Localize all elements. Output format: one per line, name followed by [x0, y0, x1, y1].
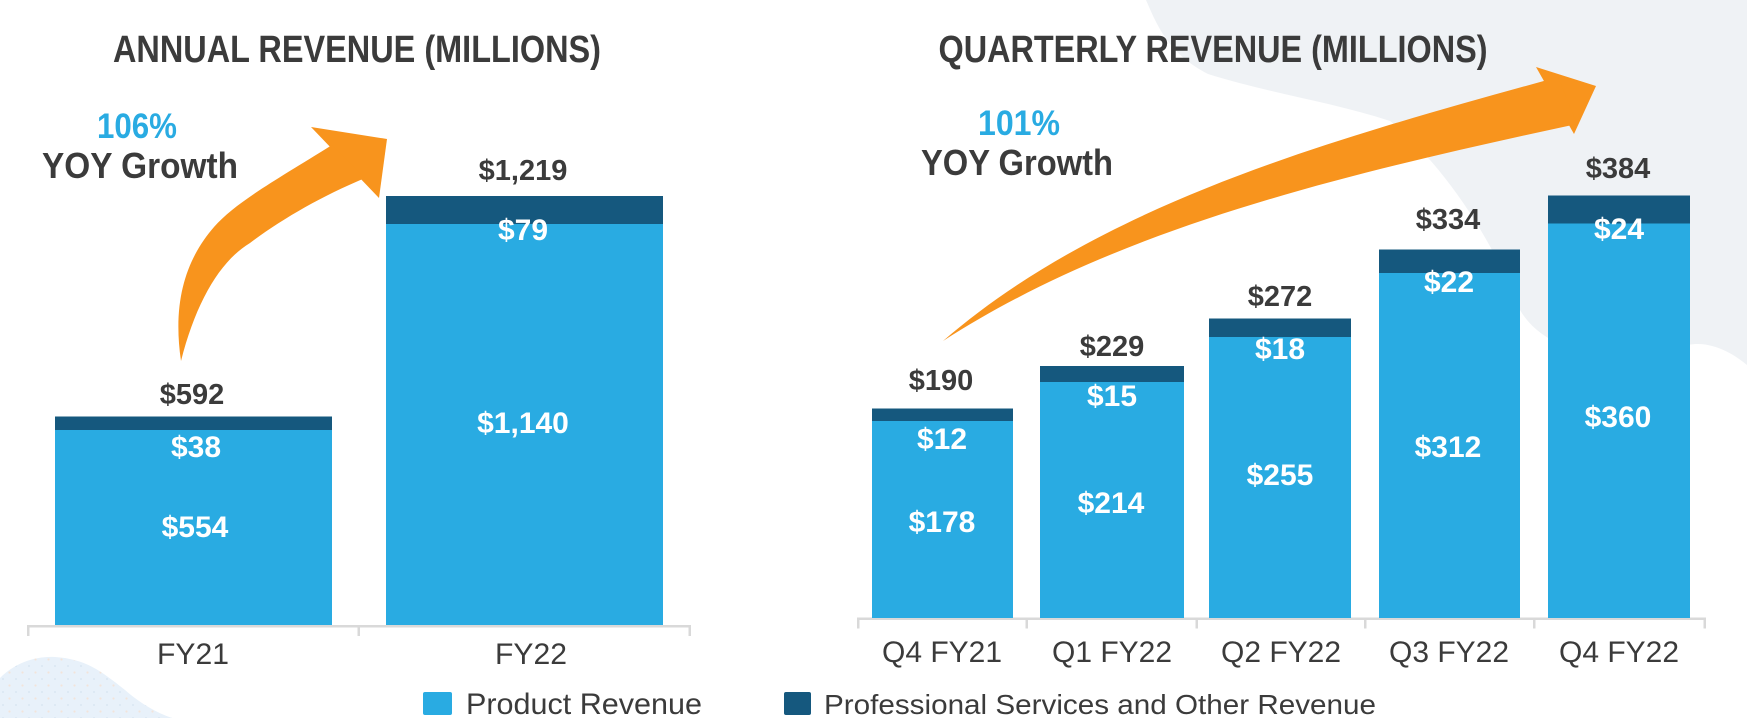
- svg-text:$360: $360: [1585, 401, 1652, 434]
- svg-text:$229: $229: [1080, 331, 1145, 363]
- svg-text:$272: $272: [1248, 281, 1313, 313]
- svg-text:$18: $18: [1255, 333, 1305, 366]
- svg-text:FY22: FY22: [495, 638, 567, 671]
- svg-text:ANNUAL REVENUE (MILLIONS): ANNUAL REVENUE (MILLIONS): [113, 29, 601, 71]
- svg-text:$1,140: $1,140: [477, 407, 569, 440]
- svg-text:Professional Services and Othe: Professional Services and Other Revenue: [824, 689, 1376, 718]
- svg-text:$554: $554: [162, 511, 229, 544]
- svg-text:$214: $214: [1078, 487, 1145, 520]
- svg-text:$15: $15: [1087, 380, 1137, 413]
- svg-text:$12: $12: [917, 423, 967, 456]
- svg-text:Q4 FY22: Q4 FY22: [1559, 636, 1679, 669]
- svg-text:$24: $24: [1594, 213, 1644, 246]
- svg-text:$1,219: $1,219: [479, 155, 568, 187]
- svg-text:$255: $255: [1247, 459, 1314, 492]
- svg-text:YOY Growth: YOY Growth: [42, 145, 238, 186]
- svg-text:$312: $312: [1415, 431, 1482, 464]
- svg-text:$38: $38: [171, 431, 221, 464]
- svg-text:106%: 106%: [97, 107, 177, 146]
- svg-text:Product Revenue: Product Revenue: [466, 688, 702, 718]
- svg-text:$178: $178: [909, 506, 976, 539]
- svg-text:$384: $384: [1586, 153, 1651, 185]
- svg-text:$592: $592: [160, 379, 225, 411]
- svg-text:Q4 FY21: Q4 FY21: [882, 636, 1002, 669]
- svg-text:YOY Growth: YOY Growth: [921, 142, 1113, 183]
- svg-text:$334: $334: [1416, 204, 1481, 236]
- svg-text:Q3 FY22: Q3 FY22: [1389, 636, 1509, 669]
- svg-text:101%: 101%: [978, 104, 1060, 143]
- svg-text:$79: $79: [498, 214, 548, 247]
- svg-text:$22: $22: [1424, 266, 1474, 299]
- svg-text:Q2 FY22: Q2 FY22: [1221, 636, 1341, 669]
- svg-text:QUARTERLY REVENUE (MILLIONS): QUARTERLY REVENUE (MILLIONS): [939, 29, 1488, 71]
- svg-text:FY21: FY21: [157, 638, 229, 671]
- svg-text:$190: $190: [909, 365, 974, 397]
- svg-text:Q1 FY22: Q1 FY22: [1052, 636, 1172, 669]
